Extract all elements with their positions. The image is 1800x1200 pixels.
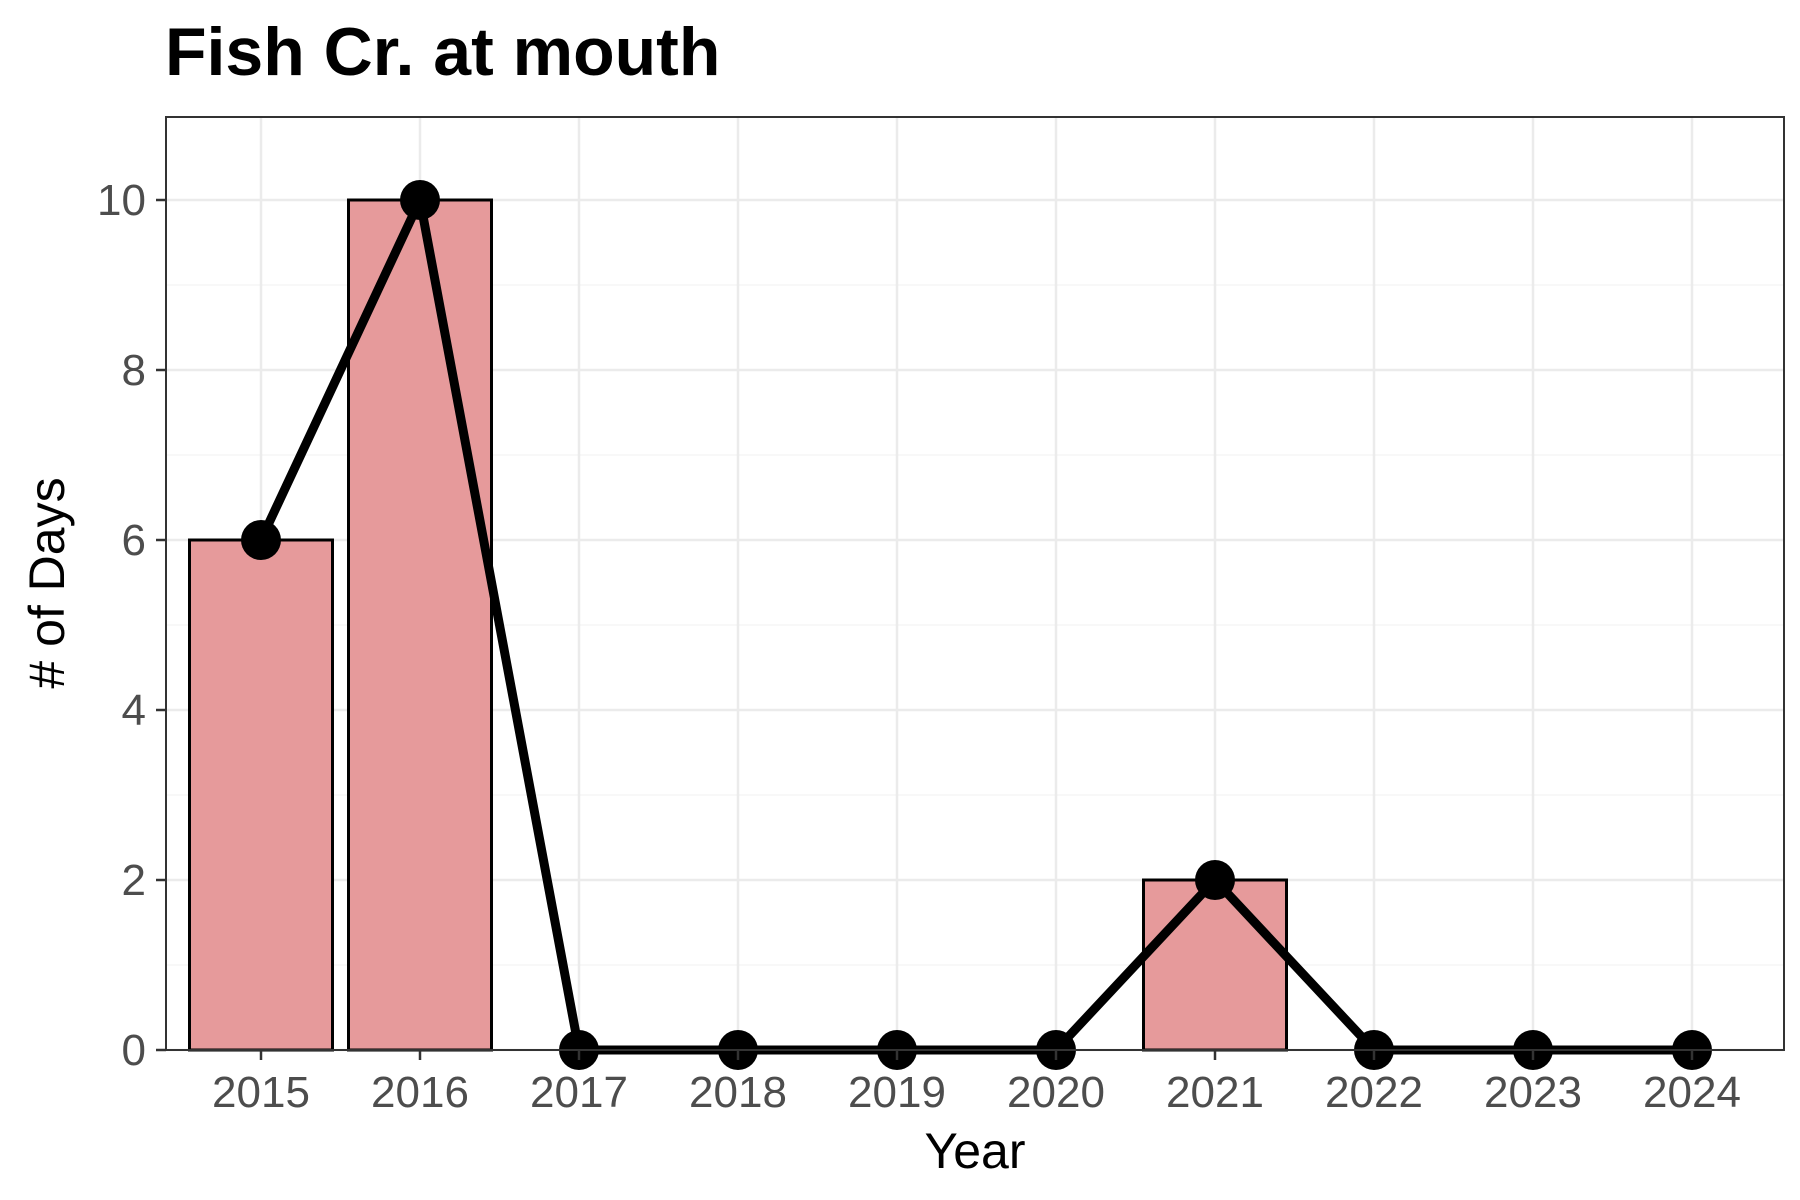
y-tick-label: 2 — [122, 856, 146, 905]
x-tick-label: 2019 — [848, 1068, 946, 1117]
y-tick-label: 4 — [122, 686, 146, 735]
x-tick-label: 2015 — [212, 1068, 310, 1117]
x-tick-label: 2017 — [530, 1068, 628, 1117]
x-axis: 2015 2016 2017 2018 2019 2020 2021 2022 2023 2024 — [212, 1050, 1741, 1117]
x-tick-label: 2021 — [1166, 1068, 1264, 1117]
x-tick-label: 2022 — [1325, 1068, 1423, 1117]
panel-border — [165, 116, 1785, 1051]
bars — [188, 198, 1288, 1052]
y-tick-label: 6 — [122, 516, 146, 565]
y-axis-title: # of Days — [19, 477, 75, 688]
bar-2016 — [347, 198, 493, 1052]
x-tick-label: 2018 — [689, 1068, 787, 1117]
y-axis: 0 2 4 6 8 10 — [97, 176, 166, 1075]
x-tick-label: 2016 — [371, 1068, 469, 1117]
point-2016 — [400, 180, 440, 220]
point-2015 — [241, 520, 281, 560]
y-tick-label: 10 — [97, 176, 146, 225]
point-2021 — [1195, 860, 1235, 900]
y-tick-label: 0 — [122, 1026, 146, 1075]
chart-title: Fish Cr. at mouth — [165, 14, 720, 90]
x-tick-label: 2020 — [1007, 1068, 1105, 1117]
bar-2015 — [188, 538, 334, 1052]
x-tick-label: 2023 — [1484, 1068, 1582, 1117]
bar-2021 — [1142, 878, 1288, 1052]
x-tick-label: 2024 — [1643, 1068, 1741, 1117]
x-axis-title: Year — [924, 1123, 1025, 1179]
y-tick-label: 8 — [122, 346, 146, 395]
